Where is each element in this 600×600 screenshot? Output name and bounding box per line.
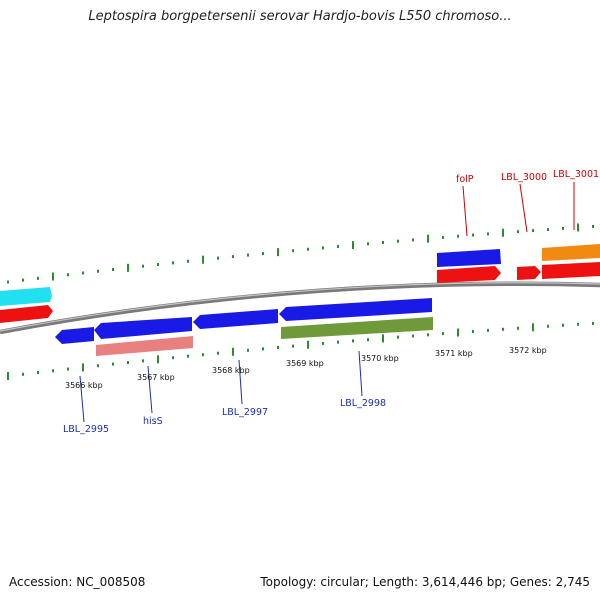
gene-feature-salmon [96, 336, 193, 356]
gene-feature-red-left [0, 305, 53, 323]
leader-line-lbl3000 [519, 183, 528, 233]
topology-text: Topology: circular; Length: 3,614,446 bp… [260, 575, 590, 589]
kbp-label: 3570 kbp [361, 354, 399, 363]
leader-line-folp [462, 185, 468, 237]
kbp-label: 3569 kbp [286, 359, 324, 368]
gene-label-hiss: hisS [143, 416, 163, 427]
upper-tick-track [7, 223, 594, 284]
gene-feature-lbl2995 [55, 327, 94, 344]
chromosome-backbone [0, 281, 600, 335]
gene-feature-lbl3001 [542, 262, 600, 279]
gene-label-folp: folP [456, 174, 474, 185]
gene-feature-hiss [94, 317, 192, 339]
gene-feature-lbl2997 [193, 309, 278, 329]
leader-line-lbl2995 [79, 375, 85, 423]
gene-feature-orange [542, 244, 600, 261]
gene-label-lbl2998: LBL_2998 [340, 398, 386, 409]
gene-feature-olive [281, 317, 433, 339]
gene-feature-cyan [0, 287, 52, 306]
kbp-label: 3567 kbp [137, 373, 175, 382]
kbp-label: 3566 kbp [65, 381, 103, 390]
gene-label-lbl2997: LBL_2997 [222, 407, 268, 418]
gene-label-lbl3000: LBL_3000 [501, 172, 547, 183]
gene-feature-red-a [437, 266, 501, 283]
leader-line-lbl2997 [238, 359, 243, 405]
gene-label-lbl2995: LBL_2995 [63, 424, 109, 435]
lower-tick-track [7, 321, 594, 381]
kbp-label: 3571 kbp [435, 349, 473, 358]
kbp-label: 3572 kbp [509, 346, 547, 355]
kbp-label: 3568 kbp [212, 366, 250, 375]
accession-text: Accession: NC_008508 [9, 575, 146, 589]
gene-feature-lbl2998 [279, 298, 432, 321]
leader-line-hiss [147, 365, 153, 414]
gene-feature-folp [437, 249, 501, 267]
map-title: Leptospira borgpetersenii serovar Hardjo… [88, 9, 512, 24]
leader-line-lbl2998 [358, 350, 363, 397]
gene-label-lbl3001: LBL_3001 [553, 169, 599, 180]
gene-feature-lbl3000 [517, 266, 541, 280]
chromosome-backbone-highlight [0, 282, 600, 332]
